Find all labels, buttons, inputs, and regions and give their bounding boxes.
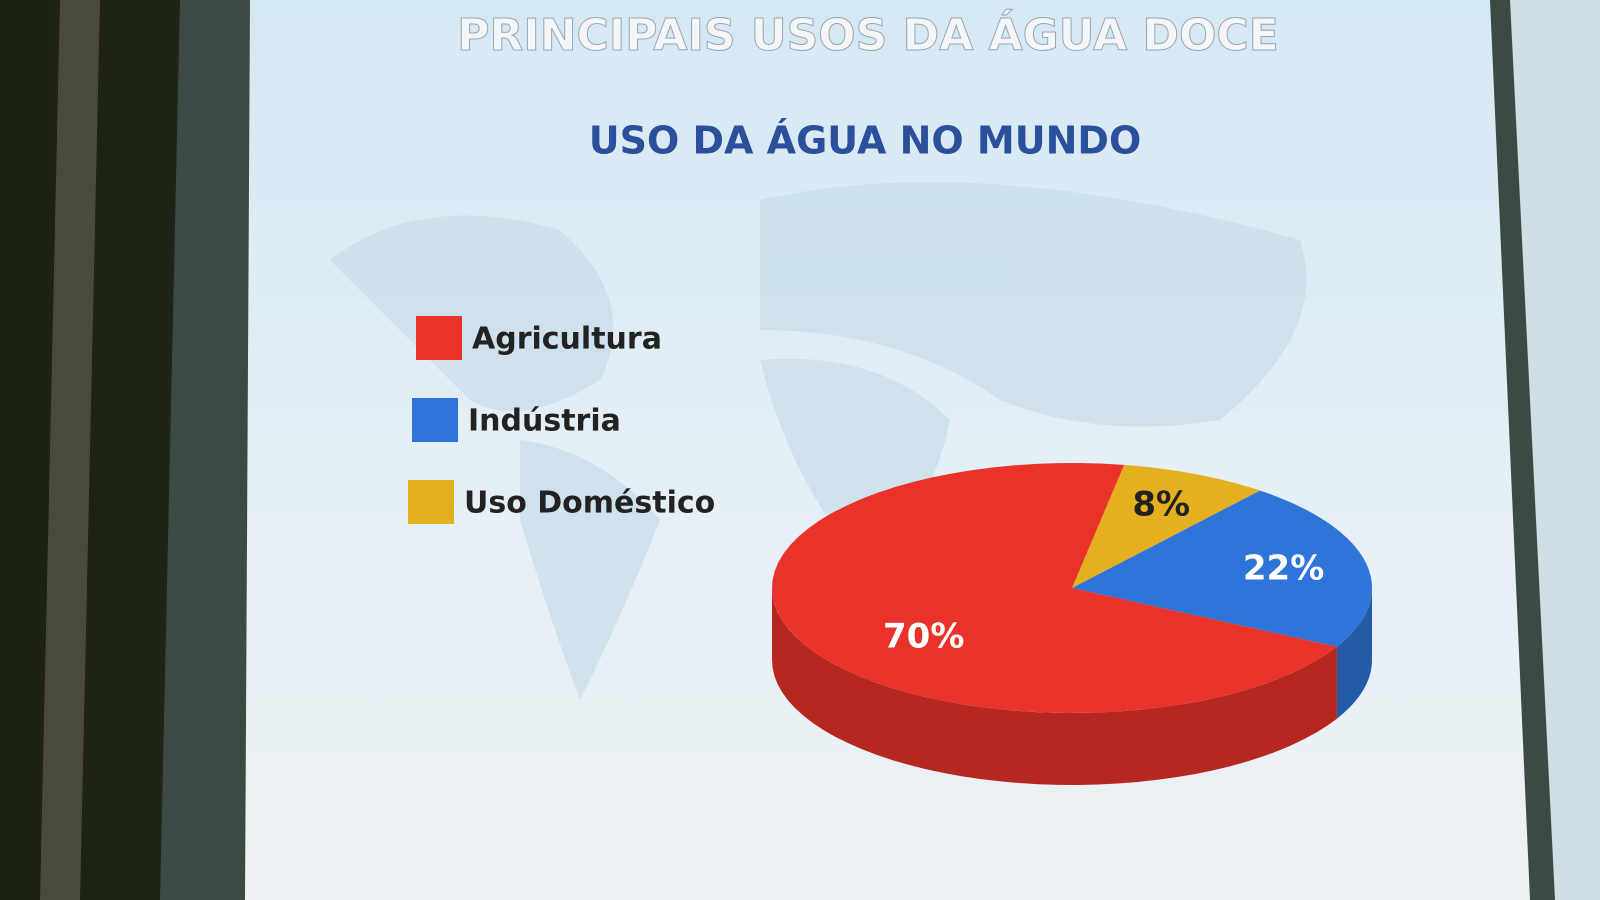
slice-side	[1336, 588, 1372, 719]
value-label: 8%	[1132, 485, 1190, 525]
subtitle: USO DA ÁGUA NO MUNDO	[589, 119, 1142, 163]
slice	[772, 463, 1337, 713]
title: PRINCIPAIS USOS DA ÁGUA DOCE	[457, 8, 1279, 61]
legend-swatch	[412, 398, 458, 442]
legend: Agricultura Indústria Uso Doméstico	[408, 316, 715, 524]
world-map	[330, 182, 1307, 700]
slice-side	[772, 588, 1337, 785]
slice	[1072, 490, 1372, 647]
legend-swatch	[408, 480, 454, 524]
value-label: 70%	[883, 617, 964, 657]
slice	[1072, 464, 1260, 588]
legend-label: Indústria	[468, 404, 621, 439]
tree-trunk	[40, 0, 100, 900]
next-board	[1510, 0, 1600, 900]
legend-swatch	[416, 316, 462, 360]
value-label: 22%	[1243, 548, 1324, 588]
pie: 8% 22% 70%	[772, 463, 1372, 785]
legend-label: Agricultura	[472, 322, 662, 357]
legend-label: Uso Doméstico	[464, 486, 715, 521]
